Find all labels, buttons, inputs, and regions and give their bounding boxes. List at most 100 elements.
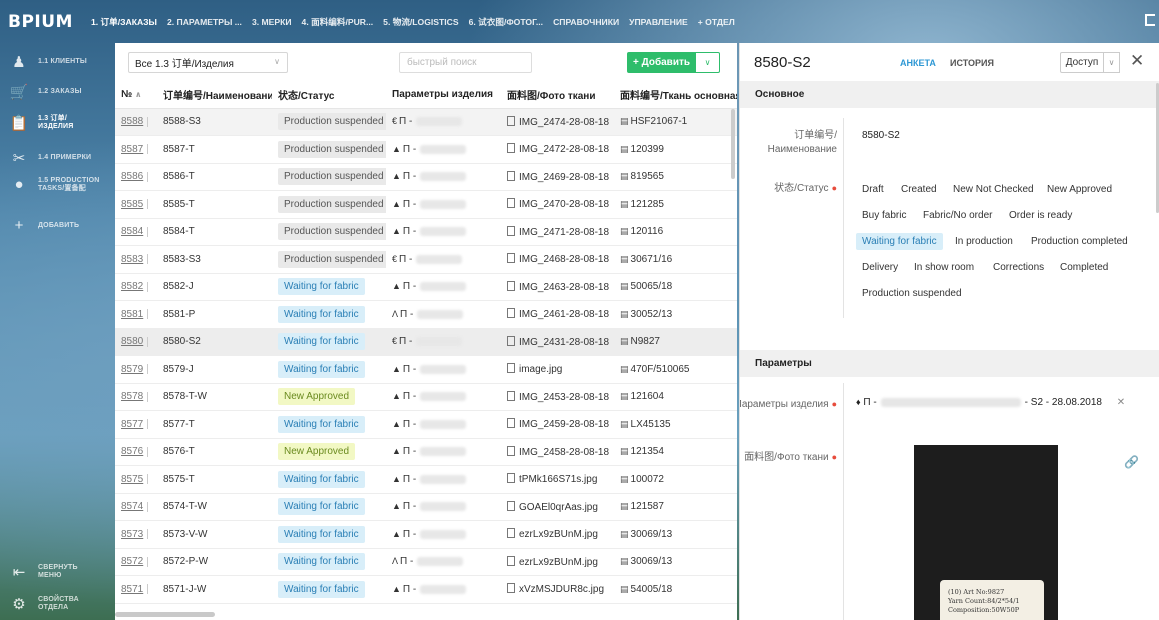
cell-number[interactable]: 8574 bbox=[115, 493, 157, 521]
status-option[interactable]: Completed bbox=[1060, 262, 1109, 273]
topnav-orders[interactable]: 1. 订单/ЗАКАЗЫ bbox=[91, 16, 157, 27]
status-option[interactable]: Buy fabric bbox=[862, 210, 907, 221]
tab-form[interactable]: АНКЕТА bbox=[900, 58, 936, 68]
table-row[interactable]: 8580 8580-S2 Waiting for fabric € П - IMG_243… bbox=[115, 328, 737, 356]
table-row[interactable]: 8574 8574-T-W Waiting for fabric ▲ П - GOAEl0… bbox=[115, 493, 737, 521]
table-row[interactable]: 8581 8581-P Waiting for fabric Λ П - IMG_2461… bbox=[115, 300, 737, 329]
collapse-menu-button[interactable]: ⇤ СВЕРНУТЬ МЕНЮ bbox=[0, 563, 115, 581]
name-field-value[interactable]: 8580-S2 bbox=[862, 130, 900, 141]
detail-scrollbar[interactable] bbox=[1156, 83, 1159, 213]
status-option[interactable]: Fabric/No order bbox=[923, 210, 993, 221]
table-row[interactable]: 8583 8583-S3 Production suspended € П - IMG_2… bbox=[115, 245, 737, 274]
link-icon[interactable]: 🔗 bbox=[1124, 455, 1139, 469]
tab-history[interactable]: ИСТОРИЯ bbox=[950, 58, 994, 68]
cell-photo[interactable]: ezrLx9zBUnM.jpg bbox=[501, 548, 614, 576]
cell-number[interactable]: 8578 bbox=[115, 383, 157, 411]
access-dropdown[interactable]: ∨ bbox=[1104, 52, 1120, 73]
cell-number[interactable]: 8575 bbox=[115, 465, 157, 494]
status-option[interactable]: Delivery bbox=[862, 262, 899, 273]
cell-number[interactable]: 8581 bbox=[115, 300, 157, 329]
params-field-value[interactable]: ♦ П -- S2 - 28.08.2018 ✕ bbox=[856, 397, 1126, 408]
sidebar-item-orders[interactable]: 🛒 1.2 ЗАКАЗЫ bbox=[0, 83, 115, 101]
add-record-button[interactable]: + Добавить bbox=[627, 52, 696, 73]
cell-number[interactable]: 8587 bbox=[115, 135, 157, 164]
cell-number[interactable]: 8572 bbox=[115, 548, 157, 576]
table-row[interactable]: 8572 8572-P-W Waiting for fabric Λ П - ezrLx9… bbox=[115, 548, 737, 576]
topnav-logistics[interactable]: 5. 物流/LOGISTICS bbox=[383, 16, 459, 27]
cell-photo[interactable]: image.jpg bbox=[501, 355, 614, 384]
topnav-params[interactable]: 2. ПАРАМЕТРЫ ... bbox=[166, 16, 242, 27]
topnav-purchase[interactable]: 4. 面料编料/PUR... bbox=[301, 16, 374, 27]
col-header-status[interactable]: 状态/Статус bbox=[272, 81, 386, 109]
cell-number[interactable]: 8571 bbox=[115, 575, 157, 604]
cell-photo[interactable]: IMG_2472-28-08-18 bbox=[501, 135, 614, 164]
access-button[interactable]: Доступ bbox=[1060, 52, 1104, 73]
col-header-photo[interactable]: 面料图/Фото ткани bbox=[501, 81, 614, 109]
cell-photo[interactable]: IMG_2469-28-08-18 bbox=[501, 163, 614, 191]
cell-number[interactable]: 8573 bbox=[115, 520, 157, 549]
table-horizontal-scrollbar[interactable] bbox=[115, 612, 737, 618]
cell-photo[interactable]: IMG_2453-28-08-18 bbox=[501, 383, 614, 411]
status-option[interactable]: New Approved bbox=[1047, 184, 1113, 195]
sidebar-item-clients[interactable]: ♟ 1.1 КЛИЕНТЫ bbox=[0, 53, 115, 71]
table-row[interactable]: 8584 8584-T Production suspended ▲ П - IMG_24… bbox=[115, 218, 737, 246]
cell-photo[interactable]: IMG_2431-28-08-18 bbox=[501, 328, 614, 356]
cell-number[interactable]: 8583 bbox=[115, 245, 157, 274]
topnav-add-section[interactable]: + ОТДЕЛ bbox=[697, 16, 735, 27]
table-row[interactable]: 8571 8571-J-W Waiting for fabric ▲ П - xVzMSJ… bbox=[115, 575, 737, 604]
col-header-number[interactable]: № ∧ bbox=[115, 81, 157, 109]
table-row[interactable]: 8588 8588-S3 Production suspended € П - IMG_2… bbox=[115, 108, 737, 136]
cell-photo[interactable]: IMG_2474-28-08-18 bbox=[501, 108, 614, 136]
cell-photo[interactable]: IMG_2459-28-08-18 bbox=[501, 410, 614, 439]
add-options-dropdown[interactable]: ∨ bbox=[696, 52, 720, 73]
cell-photo[interactable]: IMG_2463-28-08-18 bbox=[501, 273, 614, 301]
view-select[interactable]: Все 1.3 订单/Изделия ∨ bbox=[128, 51, 288, 73]
status-option[interactable]: Order is ready bbox=[1009, 210, 1073, 221]
status-option[interactable]: Production suspended bbox=[862, 288, 962, 299]
topnav-photos[interactable]: 6. 试衣图/ФОТОГ... bbox=[468, 16, 544, 27]
cell-photo[interactable]: xVzMSJDUR8c.jpg bbox=[501, 575, 614, 604]
app-logo[interactable]: BPIUM bbox=[8, 11, 73, 32]
table-row[interactable]: 8575 8575-T Waiting for fabric ▲ П - tPMk166S… bbox=[115, 465, 737, 494]
remove-icon[interactable]: ✕ bbox=[1116, 397, 1126, 408]
status-option[interactable]: Production completed bbox=[1031, 236, 1128, 247]
status-option[interactable]: In production bbox=[955, 236, 1013, 247]
table-row[interactable]: 8576 8576-T New Approved ▲ П - IMG_2458-28-08… bbox=[115, 438, 737, 466]
section-settings-button[interactable]: ⚙ СВОЙСТВА ОТДЕЛА bbox=[0, 595, 115, 613]
table-row[interactable]: 8585 8585-T Production suspended ▲ П - IMG_24… bbox=[115, 190, 737, 219]
col-header-params[interactable]: Параметры изделия bbox=[386, 81, 501, 109]
topnav-measures[interactable]: 3. МЕРКИ bbox=[251, 16, 292, 27]
cell-number[interactable]: 8577 bbox=[115, 410, 157, 439]
sidebar-item-production-tasks[interactable]: ● 1.5 PRODUCTION TASKS/置备配 bbox=[0, 176, 115, 193]
table-vertical-scrollbar[interactable] bbox=[731, 109, 735, 179]
cell-photo[interactable]: GOAEl0qrAas.jpg bbox=[501, 493, 614, 521]
cell-photo[interactable]: IMG_2458-28-08-18 bbox=[501, 438, 614, 466]
sidebar-item-products[interactable]: 📋 1.3 订单/ ИЗДЕЛИЯ bbox=[0, 114, 115, 132]
table-row[interactable]: 8579 8579-J Waiting for fabric ▲ П - image.jp… bbox=[115, 355, 737, 384]
cell-photo[interactable]: tPMk166S71s.jpg bbox=[501, 465, 614, 494]
table-row[interactable]: 8582 8582-J Waiting for fabric ▲ П - IMG_2463… bbox=[115, 273, 737, 301]
cell-number[interactable]: 8584 bbox=[115, 218, 157, 246]
status-option[interactable]: In show room bbox=[914, 262, 975, 273]
col-header-name[interactable]: 订单编号/Наименование bbox=[157, 81, 272, 109]
exit-icon[interactable] bbox=[1145, 14, 1155, 26]
sidebar-item-add[interactable]: + ДОБАВИТЬ bbox=[0, 217, 115, 234]
table-row[interactable]: 8586 8586-T Production suspended ▲ П - IMG_24… bbox=[115, 163, 737, 191]
col-header-fabric[interactable]: 面料编号/Ткань основная bbox=[614, 81, 737, 109]
table-row[interactable]: 8578 8578-T-W New Approved ▲ П - IMG_2453-28-… bbox=[115, 383, 737, 411]
fabric-photo[interactable]: (10) Art No:9827 Yarn Count:84/2*54/1 Co… bbox=[914, 445, 1058, 620]
cell-number[interactable]: 8588 bbox=[115, 108, 157, 136]
cell-number[interactable]: 8586 bbox=[115, 163, 157, 191]
table-row[interactable]: 8587 8587-T Production suspended ▲ П - IMG_24… bbox=[115, 135, 737, 164]
table-row[interactable]: 8577 8577-T Waiting for fabric ▲ П - IMG_2459… bbox=[115, 410, 737, 439]
status-option[interactable]: Corrections bbox=[993, 262, 1045, 273]
status-option[interactable]: Draft bbox=[862, 184, 884, 195]
status-option[interactable]: Waiting for fabric bbox=[856, 233, 943, 250]
cell-number[interactable]: 8576 bbox=[115, 438, 157, 466]
cell-photo[interactable]: ezrLx9zBUnM.jpg bbox=[501, 520, 614, 549]
topnav-management[interactable]: УПРАВЛЕНИЕ bbox=[629, 16, 688, 27]
table-row[interactable]: 8573 8573-V-W Waiting for fabric ▲ П - ezrLx9… bbox=[115, 520, 737, 549]
cell-photo[interactable]: IMG_2468-28-08-18 bbox=[501, 245, 614, 274]
topnav-references[interactable]: СПРАВОЧНИКИ bbox=[553, 16, 620, 27]
close-icon[interactable]: ✕ bbox=[1130, 51, 1145, 70]
